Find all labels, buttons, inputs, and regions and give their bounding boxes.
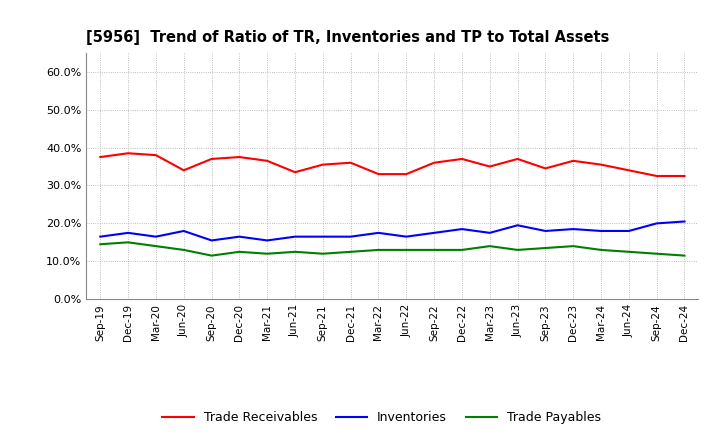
Inventories: [374, 230, 383, 235]
Trade Receivables: [152, 153, 161, 158]
Inventories: [346, 234, 355, 239]
Inventories: [179, 228, 188, 234]
Trade Receivables: [235, 154, 243, 160]
Trade Payables: [207, 253, 216, 258]
Legend: Trade Receivables, Inventories, Trade Payables: Trade Receivables, Inventories, Trade Pa…: [157, 407, 606, 429]
Trade Payables: [430, 247, 438, 253]
Inventories: [291, 234, 300, 239]
Inventories: [318, 234, 327, 239]
Inventories: [402, 234, 410, 239]
Inventories: [569, 227, 577, 232]
Inventories: [597, 228, 606, 234]
Trade Receivables: [485, 164, 494, 169]
Inventories: [152, 234, 161, 239]
Trade Receivables: [318, 162, 327, 167]
Trade Receivables: [430, 160, 438, 165]
Trade Receivables: [541, 166, 550, 171]
Trade Receivables: [346, 160, 355, 165]
Inventories: [96, 234, 104, 239]
Line: Trade Payables: Trade Payables: [100, 242, 685, 256]
Trade Payables: [152, 243, 161, 249]
Trade Receivables: [402, 172, 410, 177]
Inventories: [263, 238, 271, 243]
Trade Payables: [346, 249, 355, 254]
Trade Receivables: [680, 173, 689, 179]
Trade Receivables: [624, 168, 633, 173]
Line: Trade Receivables: Trade Receivables: [100, 153, 685, 176]
Trade Payables: [597, 247, 606, 253]
Trade Payables: [624, 249, 633, 254]
Trade Payables: [458, 247, 467, 253]
Inventories: [624, 228, 633, 234]
Inventories: [430, 230, 438, 235]
Trade Receivables: [207, 156, 216, 161]
Trade Payables: [541, 246, 550, 251]
Trade Payables: [291, 249, 300, 254]
Trade Payables: [235, 249, 243, 254]
Trade Receivables: [569, 158, 577, 164]
Trade Payables: [96, 242, 104, 247]
Trade Receivables: [263, 158, 271, 164]
Trade Receivables: [458, 156, 467, 161]
Trade Receivables: [96, 154, 104, 160]
Trade Payables: [179, 247, 188, 253]
Line: Inventories: Inventories: [100, 221, 685, 240]
Trade Payables: [680, 253, 689, 258]
Trade Payables: [569, 243, 577, 249]
Inventories: [458, 227, 467, 232]
Inventories: [124, 230, 132, 235]
Trade Receivables: [513, 156, 522, 161]
Trade Receivables: [179, 168, 188, 173]
Trade Payables: [652, 251, 661, 257]
Trade Payables: [485, 243, 494, 249]
Inventories: [652, 221, 661, 226]
Inventories: [680, 219, 689, 224]
Inventories: [541, 228, 550, 234]
Trade Payables: [513, 247, 522, 253]
Trade Receivables: [374, 172, 383, 177]
Trade Receivables: [597, 162, 606, 167]
Inventories: [513, 223, 522, 228]
Trade Receivables: [124, 150, 132, 156]
Trade Receivables: [291, 169, 300, 175]
Trade Receivables: [652, 173, 661, 179]
Trade Payables: [318, 251, 327, 257]
Text: [5956]  Trend of Ratio of TR, Inventories and TP to Total Assets: [5956] Trend of Ratio of TR, Inventories…: [86, 29, 610, 45]
Inventories: [207, 238, 216, 243]
Trade Payables: [263, 251, 271, 257]
Trade Payables: [402, 247, 410, 253]
Inventories: [235, 234, 243, 239]
Trade Payables: [374, 247, 383, 253]
Inventories: [485, 230, 494, 235]
Trade Payables: [124, 240, 132, 245]
